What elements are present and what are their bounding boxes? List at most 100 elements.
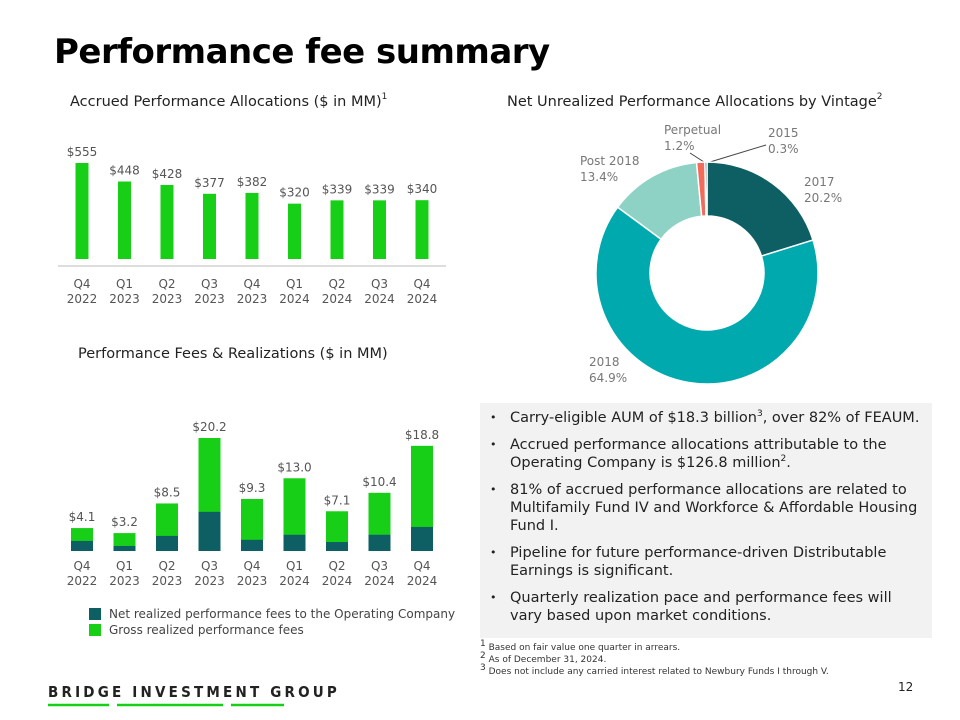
value-label: $320 <box>279 186 310 200</box>
bar <box>411 526 433 551</box>
bullet: Accrued performance allocations attribut… <box>490 436 922 472</box>
legend-label: Gross realized performance fees <box>109 623 304 637</box>
value-label: $20.2 <box>192 420 226 434</box>
bullet-text: . <box>786 455 791 471</box>
bar <box>368 534 391 551</box>
bullet-text: Accrued performance allocations attribut… <box>510 437 887 471</box>
chart-title: Net Unrealized Performance Allocations b… <box>507 92 883 110</box>
page-number: 12 <box>898 680 914 694</box>
footnote-mark: 2 <box>480 651 486 661</box>
x-tick-label: Q3 2023 <box>194 559 225 588</box>
value-label: $3.2 <box>111 515 138 529</box>
legend-label: Net realized performance fees to the Ope… <box>109 607 455 621</box>
bullet-text: 81% of accrued performance allocations a… <box>510 482 918 534</box>
bar <box>288 203 301 259</box>
slice-label: Post 2018 <box>580 154 639 168</box>
value-label: $9.3 <box>239 481 266 495</box>
footnote-text: Based on fair value one quarter in arrea… <box>488 643 681 653</box>
leader-line <box>709 144 767 163</box>
bullet-list: Carry-eligible AUM of $18.3 billion3, ov… <box>480 403 932 625</box>
value-label: $377 <box>194 176 225 190</box>
chart-title-text: Net Unrealized Performance Allocations b… <box>507 94 877 110</box>
bullet-text: , over 82% of FEAUM. <box>762 410 920 426</box>
slice-value: 64.9% <box>589 371 627 385</box>
bullet-text: Quarterly realization pace and performan… <box>510 590 892 624</box>
x-tick-label: Q3 2023 <box>194 277 225 306</box>
bullet-note: 3 <box>756 409 763 420</box>
bar <box>113 545 136 551</box>
bar <box>198 511 221 551</box>
footnote: 2 As of December 31, 2024. <box>480 651 829 666</box>
bar <box>283 478 306 551</box>
value-label: $7.1 <box>324 493 351 507</box>
value-label: $8.5 <box>154 485 181 499</box>
x-tick-label: Q4 2023 <box>236 559 268 588</box>
legend-swatch <box>89 624 101 636</box>
pie-slice <box>706 161 814 258</box>
bullet-text: Carry-eligible AUM of $18.3 billion <box>510 410 757 426</box>
footnote: 3 Does not include any carried interest … <box>480 663 829 678</box>
slice-label: 2015 <box>768 126 799 140</box>
chart-title-text: Accrued Performance Allocations ($ in MM… <box>70 94 382 110</box>
bar <box>373 200 386 259</box>
x-tick-label: Q2 2024 <box>321 277 353 306</box>
pie-slice <box>595 206 819 385</box>
x-tick-label: Q1 2023 <box>109 559 140 588</box>
value-label: $13.0 <box>277 460 311 474</box>
bar <box>326 511 348 551</box>
bar <box>283 534 306 551</box>
bullet-text: Pipeline for future performance-driven D… <box>510 545 887 579</box>
x-tick-label: Q2 2024 <box>321 559 353 588</box>
slice-value: 1.2% <box>664 139 695 153</box>
value-label: $340 <box>407 182 438 196</box>
bar <box>203 193 216 259</box>
chart-title: Accrued Performance Allocations ($ in MM… <box>70 92 387 110</box>
bar <box>241 498 263 551</box>
x-tick-label: Q1 2024 <box>279 559 310 588</box>
chart-title-note: 1 <box>382 92 388 102</box>
value-label: $10.4 <box>362 475 396 489</box>
slice-value: 20.2% <box>804 191 842 205</box>
footnote: 1 Based on fair value one quarter in arr… <box>480 639 829 654</box>
slide-title: Performance fee summary <box>54 32 550 72</box>
bullet-note: 2 <box>780 454 787 465</box>
footnote-text: As of December 31, 2024. <box>488 655 607 665</box>
x-tick-label: Q4 2022 <box>66 277 98 306</box>
bar <box>71 540 93 551</box>
value-label: $555 <box>67 145 98 159</box>
slice-value: 0.3% <box>768 142 799 156</box>
legend-swatch <box>89 608 101 620</box>
value-label: $4.1 <box>69 510 96 524</box>
x-tick-label: Q3 2024 <box>364 559 395 588</box>
slice-label: Perpetual <box>664 123 721 137</box>
bullet: 81% of accrued performance allocations a… <box>490 481 922 535</box>
slice-label: 2017 <box>804 175 835 189</box>
footnote-mark: 3 <box>480 663 486 673</box>
value-label: $18.8 <box>405 428 439 442</box>
x-tick-label: Q4 2022 <box>66 559 98 588</box>
value-label: $382 <box>237 175 268 189</box>
bar <box>326 542 348 551</box>
bar <box>156 535 178 551</box>
bullet: Quarterly realization pace and performan… <box>490 589 922 625</box>
x-tick-label: Q4 2024 <box>406 277 438 306</box>
bar <box>118 181 131 259</box>
bar <box>245 192 259 259</box>
bullet: Pipeline for future performance-driven D… <box>490 544 922 580</box>
value-label: $428 <box>152 167 183 181</box>
footnotes: 1 Based on fair value one quarter in arr… <box>480 639 829 678</box>
slice-label: 2018 <box>589 355 620 369</box>
x-tick-label: Q3 2024 <box>364 277 395 306</box>
footnote-mark: 1 <box>480 639 486 649</box>
bar <box>415 200 429 259</box>
x-tick-label: Q4 2024 <box>406 559 438 588</box>
value-label: $448 <box>109 164 140 178</box>
footnote-text: Does not include any carried interest re… <box>488 667 829 677</box>
slice-value: 13.4% <box>580 170 618 184</box>
bar <box>75 163 89 259</box>
bar <box>160 184 174 259</box>
value-label: $339 <box>322 182 353 196</box>
pie-slice <box>704 161 708 217</box>
